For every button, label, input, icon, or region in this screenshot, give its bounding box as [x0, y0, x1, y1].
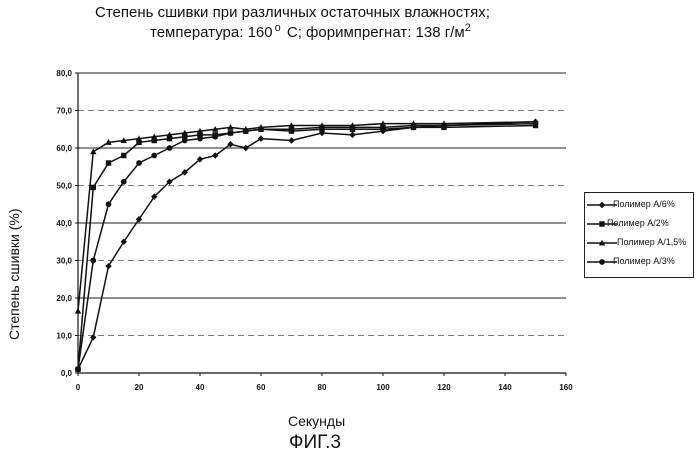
- data-point-diamond: [288, 137, 294, 143]
- legend-item: Полимер А/3%: [585, 256, 695, 268]
- data-point-circle: [212, 134, 218, 140]
- x-tick-label: 120: [437, 383, 451, 392]
- data-point-circle: [380, 124, 386, 130]
- legend-label: Полимер А/6%: [613, 199, 675, 209]
- data-point-circle: [411, 123, 417, 129]
- x-tick-label: 160: [559, 383, 573, 392]
- y-tick-label: 80,0: [56, 69, 72, 78]
- x-tick-label: 0: [76, 383, 81, 392]
- y-tick-label: 10,0: [56, 332, 72, 341]
- legend-swatch-marker: [599, 259, 605, 265]
- legend-label: Полимер А/1,5%: [617, 237, 686, 247]
- x-tick-label: 40: [196, 383, 205, 392]
- x-axis-label: Секунды: [288, 413, 345, 429]
- y-tick-label: 70,0: [56, 107, 72, 116]
- x-tick-label: 80: [318, 383, 327, 392]
- y-tick-label: 20,0: [56, 294, 72, 303]
- data-point-circle: [75, 366, 81, 372]
- data-point-circle: [319, 124, 325, 130]
- data-point-circle: [533, 121, 539, 127]
- data-point-circle: [182, 138, 188, 144]
- y-tick-label: 30,0: [56, 257, 72, 266]
- data-point-circle: [197, 136, 203, 142]
- x-tick-label: 60: [257, 383, 266, 392]
- data-point-triangle: [90, 149, 96, 155]
- data-point-circle: [121, 179, 127, 185]
- grid-layer: [78, 73, 566, 336]
- data-point-circle: [136, 160, 142, 166]
- legend-label: Полимер А/2%: [607, 218, 669, 228]
- x-tick-label: 100: [376, 383, 390, 392]
- data-point-circle: [243, 128, 249, 134]
- legend-label: Полимер А/3%: [613, 256, 675, 266]
- data-point-diamond: [349, 132, 355, 138]
- x-tick-label: 140: [498, 383, 512, 392]
- y-tick-label: 0,0: [61, 369, 73, 378]
- y-tick-label: 60,0: [56, 144, 72, 153]
- axis-layer: [75, 73, 566, 376]
- data-point-circle: [90, 258, 96, 264]
- y-axis-label: Степень сшивки (%): [6, 208, 22, 340]
- legend-swatch-marker: [599, 221, 604, 226]
- data-point-triangle: [75, 308, 81, 314]
- data-point-circle: [106, 201, 112, 207]
- legend-item: Полимер А/2%: [585, 218, 695, 230]
- series-line-circle: [78, 124, 536, 370]
- data-point-square: [121, 153, 126, 158]
- series-line-square: [78, 126, 536, 370]
- tick-labels: 0,0 10,0 20,0 30,0 40,0 50,0 60,0 70,0 80,0 0 20 40…: [56, 69, 573, 392]
- x-tick-label: 20: [135, 383, 144, 392]
- data-point-circle: [167, 145, 173, 151]
- data-point-square: [106, 160, 111, 165]
- figure-caption: ФИГ.3: [289, 432, 341, 454]
- legend-item: Полимер А/1,5%: [585, 237, 695, 249]
- chart-legend: Полимер А/6% Полимер А/2% Полимер А/1,5% По…: [584, 192, 694, 278]
- series-diamond: [75, 119, 539, 373]
- y-tick-label: 40,0: [56, 219, 72, 228]
- data-point-square: [91, 185, 96, 190]
- data-point-circle: [289, 126, 295, 132]
- legend-swatch-marker: [599, 202, 605, 208]
- series-circle: [75, 121, 538, 372]
- data-point-circle: [441, 123, 447, 129]
- data-point-circle: [350, 124, 356, 130]
- y-tick-label: 50,0: [56, 182, 72, 191]
- data-point-circle: [258, 126, 264, 132]
- data-point-circle: [228, 130, 234, 136]
- series-layer: [75, 119, 539, 373]
- series-line-triangle: [78, 122, 536, 311]
- data-point-circle: [151, 153, 157, 159]
- legend-item: Полимер А/6%: [585, 199, 695, 211]
